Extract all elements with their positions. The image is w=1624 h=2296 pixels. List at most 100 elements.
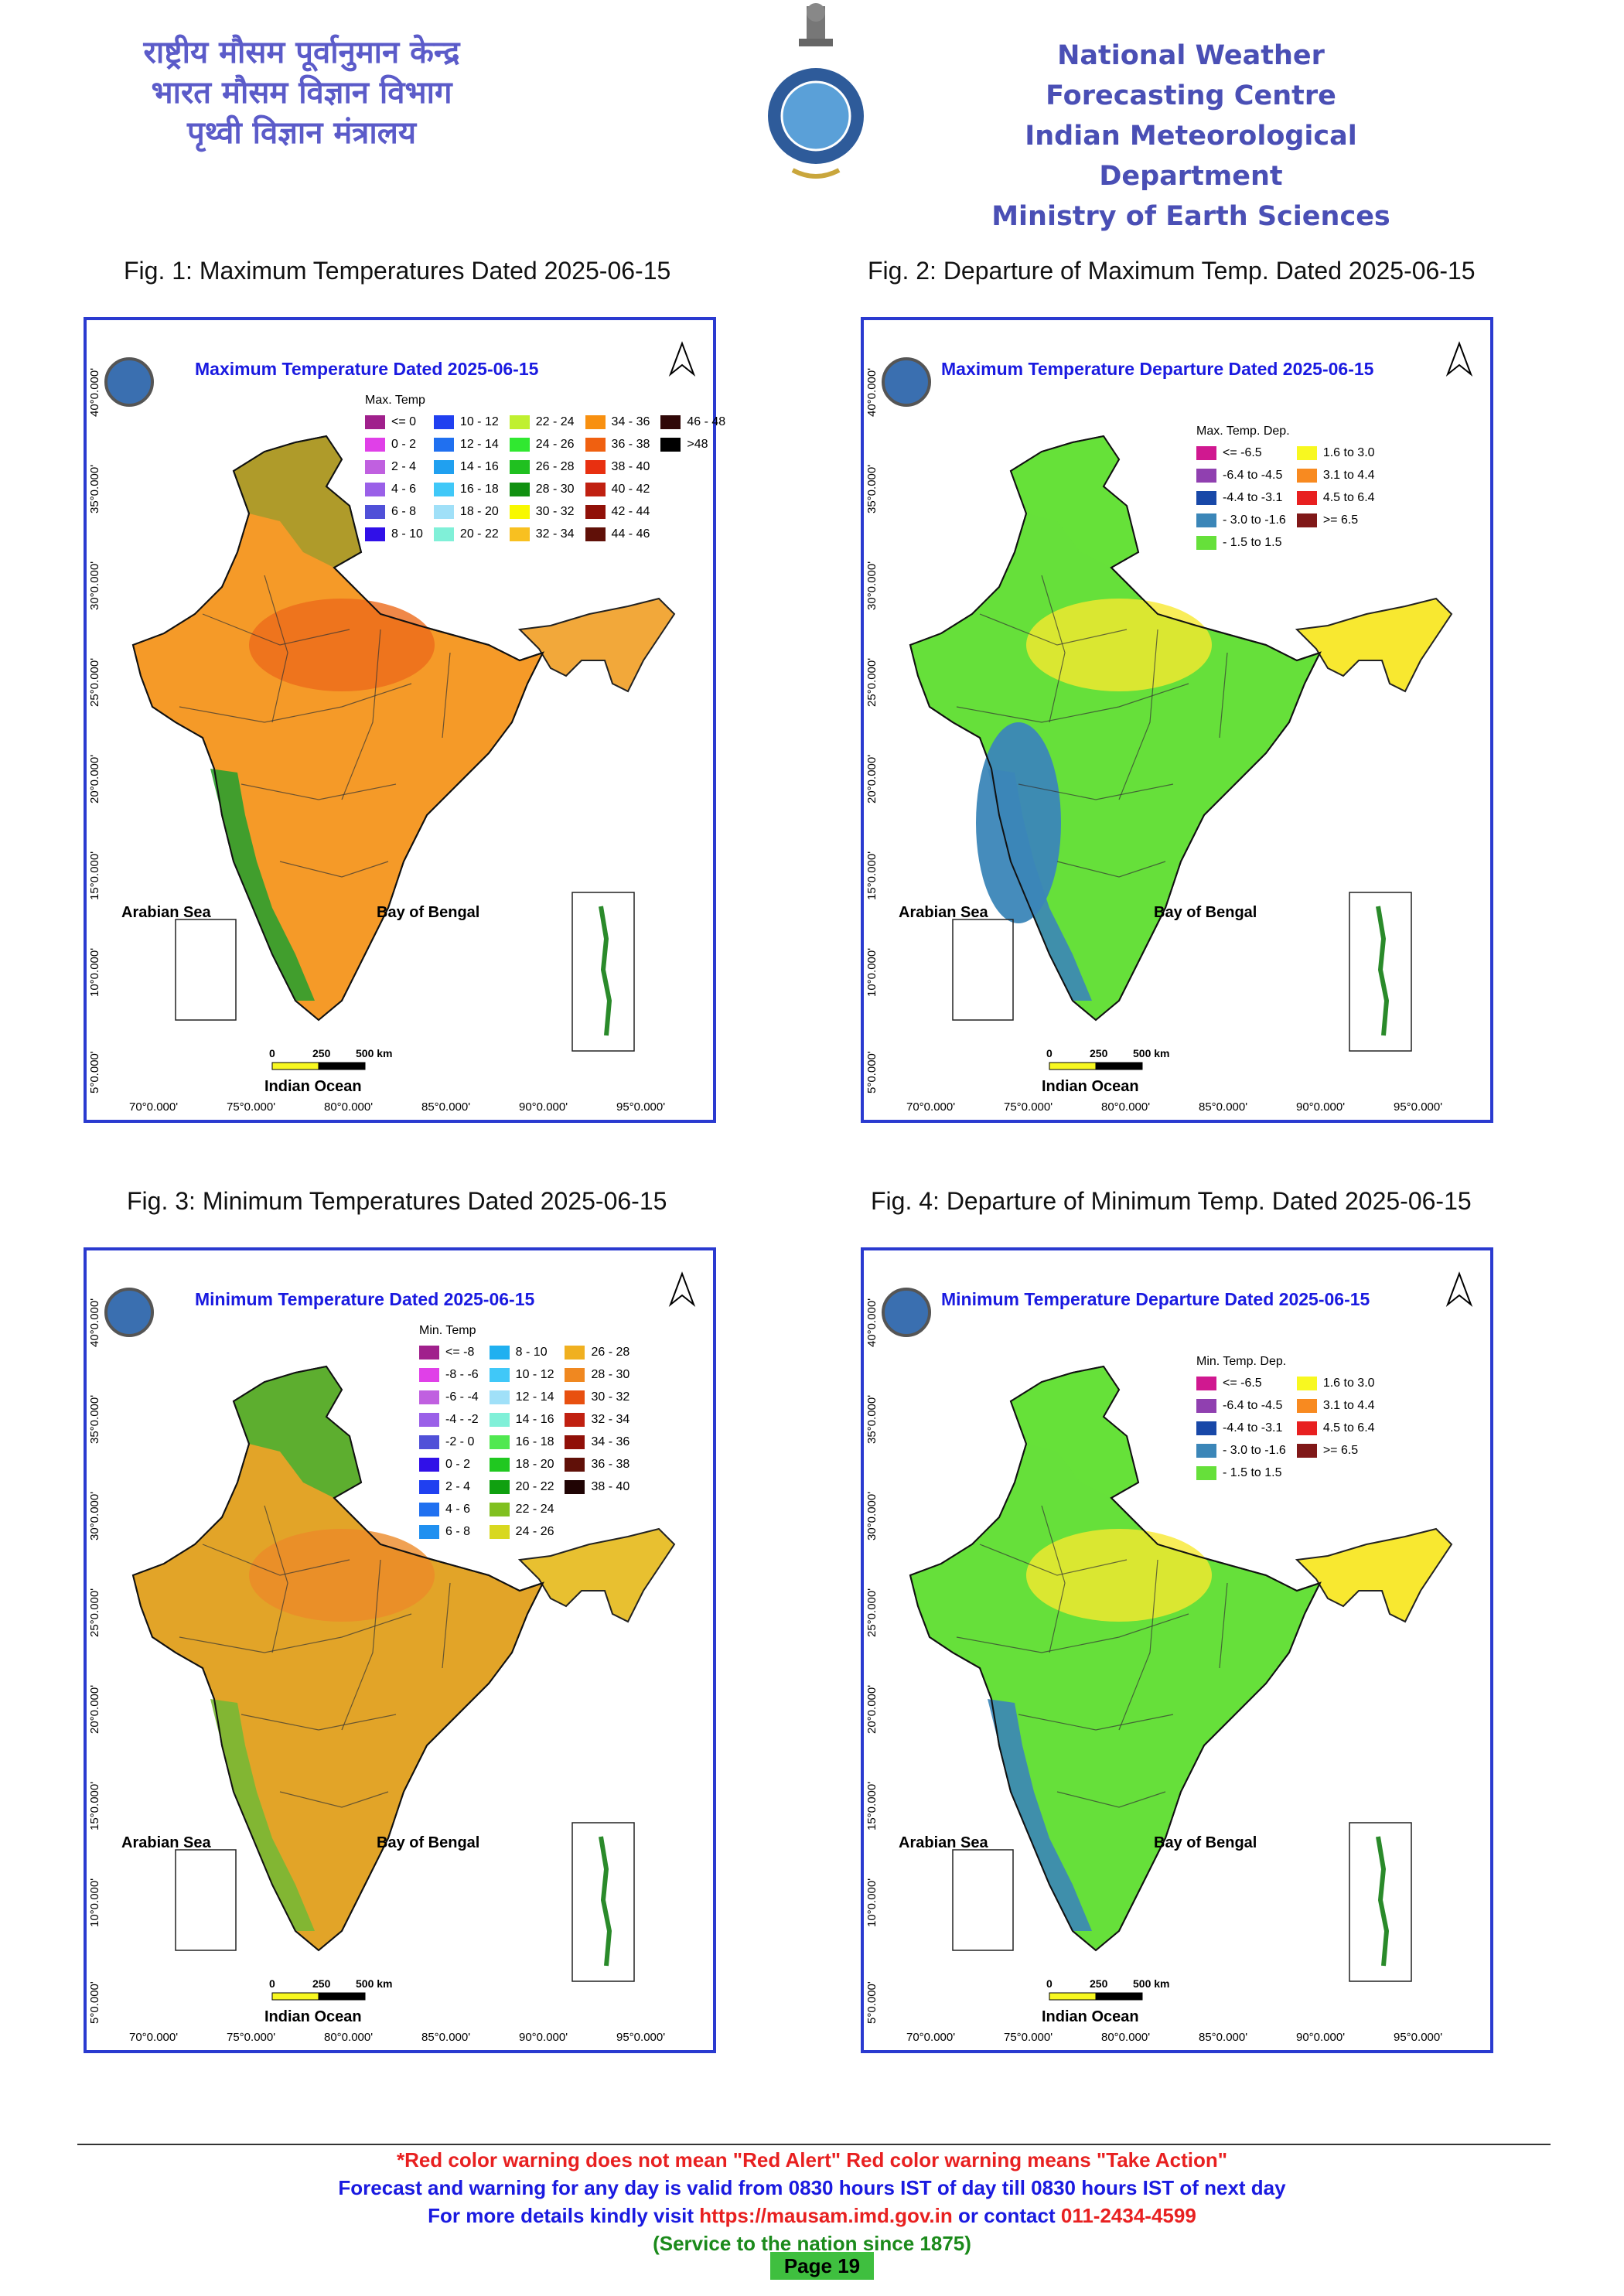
legend-label: >= 6.5 <box>1322 513 1359 527</box>
legend-entry: 18 - 20 <box>433 500 499 523</box>
legend-swatch <box>1196 468 1216 483</box>
latitude-label: 25°0.000' <box>865 657 879 707</box>
legend-swatch <box>419 1435 439 1449</box>
legend-label: -2 - 0 <box>445 1435 475 1448</box>
legend-entry: <= -6.5 <box>1196 1372 1286 1394</box>
scale-label: 500 km <box>356 1977 393 1990</box>
legend-column: <= 0 0 - 2 2 - 4 4 - 6 6 - 8 8 - 10 <box>365 411 423 545</box>
longitude-label: 80°0.000' <box>1101 2031 1151 2044</box>
legend-entry: 34 - 36 <box>585 411 650 433</box>
legend-swatch <box>365 504 385 519</box>
legend-swatch <box>419 1367 439 1382</box>
legend-entry: 16 - 18 <box>433 478 499 500</box>
legend-label: 24 - 26 <box>535 437 575 451</box>
legend-entry: 4.5 to 6.4 <box>1296 486 1375 509</box>
legend-label: 18 - 20 <box>459 504 499 518</box>
legend-label: -6 - -4 <box>445 1390 479 1404</box>
legend-entry: 22 - 24 <box>489 1498 554 1520</box>
legend-column: 26 - 28 28 - 30 30 - 32 32 - 34 34 - 36 36 - … <box>565 1341 629 1543</box>
latitude-label: 25°0.000' <box>88 1588 101 1637</box>
legend-entry: 8 - 10 <box>489 1341 554 1363</box>
state-boundary <box>241 1714 397 1731</box>
legend-column: 1.6 to 3.0 3.1 to 4.4 4.5 to 6.4 >= 6.5 <box>1296 1372 1375 1484</box>
fig-1-caption: Fig. 1: Maximum Temperatures Dated 2025-… <box>124 257 671 285</box>
legend-swatch <box>1196 1421 1216 1435</box>
scale-bar-segment <box>1049 1992 1097 2001</box>
legend-entry: 3.1 to 4.4 <box>1296 1394 1375 1417</box>
legend-label: 8 - 10 <box>391 527 423 541</box>
map-emblem-icon <box>104 357 154 407</box>
legend-entry: - 1.5 to 1.5 <box>1196 1462 1286 1484</box>
cool-zone-south <box>976 722 1061 923</box>
legend-swatch <box>509 459 530 474</box>
legend-label: 22 - 24 <box>535 415 575 428</box>
legend-entry: 14 - 16 <box>433 455 499 478</box>
lakshadweep-inset <box>175 1849 237 1951</box>
longitude-label: 95°0.000' <box>1394 2031 1443 2044</box>
legend-label: 4 - 6 <box>445 1502 471 1516</box>
latitude-label: 10°0.000' <box>88 947 101 997</box>
imd-emblem-icon <box>768 3 864 179</box>
legend-swatch <box>1296 445 1317 460</box>
scale-bar-segment <box>1095 1992 1143 2001</box>
longitude-label: 80°0.000' <box>1101 1100 1151 1114</box>
legend-swatch <box>1196 535 1216 550</box>
scale-bar-segment <box>1095 1062 1143 1070</box>
scale-label: 0 <box>269 1977 275 1990</box>
legend-entry: 0 - 2 <box>419 1453 479 1476</box>
latitude-label: 30°0.000' <box>865 561 879 610</box>
footer-contact-line: For more details kindly visit https://ma… <box>0 2204 1624 2228</box>
legend-column: <= -6.5 -6.4 to -4.5 -4.4 to -3.1 - 3.0 to … <box>1196 1372 1286 1484</box>
legend-label: 8 - 10 <box>515 1345 548 1359</box>
longitude-label: 80°0.000' <box>324 1100 374 1114</box>
legend-entry: 1.6 to 3.0 <box>1296 1372 1375 1394</box>
legend-label: 22 - 24 <box>515 1502 554 1516</box>
longitude-label: 95°0.000' <box>616 2031 666 2044</box>
legend-swatch <box>365 437 385 452</box>
legend-swatch <box>489 1524 510 1539</box>
legend-swatch <box>1196 490 1216 505</box>
legend-entry: >= 6.5 <box>1296 509 1375 531</box>
footer-website-link[interactable]: https://mausam.imd.gov.in <box>699 2204 953 2227</box>
latitude-label: 15°0.000' <box>865 1781 879 1830</box>
longitude-label: 85°0.000' <box>421 2031 471 2044</box>
map-panel-max-temp-departure: Maximum Temperature Departure Dated 2025… <box>861 317 1493 1123</box>
latitude-label: 40°0.000' <box>88 1298 101 1347</box>
state-boundary <box>442 652 451 739</box>
legend-swatch <box>585 459 606 474</box>
legend-label: <= -8 <box>445 1345 475 1359</box>
longitude-label: 70°0.000' <box>906 2031 956 2044</box>
legend: Min. Temp <= -8 -8 - -6 -6 - -4 -4 - -2 -2 - … <box>419 1324 629 1543</box>
legend-title: Min. Temp. Dep. <box>1196 1355 1287 1368</box>
legend-swatch <box>1196 513 1216 527</box>
legend-swatch <box>433 437 454 452</box>
legend-swatch <box>585 437 606 452</box>
latitude-label: 15°0.000' <box>865 851 879 900</box>
legend-swatch <box>433 459 454 474</box>
footer-divider <box>77 2144 1551 2145</box>
legend-swatch <box>509 527 530 541</box>
scale-bar-segment <box>318 1992 366 2001</box>
longitude-label: 75°0.000' <box>227 2031 276 2044</box>
legend-swatch <box>585 504 606 519</box>
latitude-label: 35°0.000' <box>865 464 879 513</box>
hindi-line-2: भारत मौसम विज्ञान विभाग <box>151 75 452 111</box>
legend-swatch <box>565 1345 585 1360</box>
legend-entry: -4.4 to -3.1 <box>1196 486 1286 509</box>
legend-swatch <box>433 504 454 519</box>
legend-label: 44 - 46 <box>611 527 650 541</box>
legend-label: 14 - 16 <box>459 459 499 473</box>
legend-label: 40 - 42 <box>611 482 650 496</box>
latitude-label: 20°0.000' <box>88 754 101 803</box>
latitude-label: 30°0.000' <box>88 561 101 610</box>
legend-swatch <box>433 482 454 496</box>
legend-label: - 3.0 to -1.6 <box>1223 513 1286 527</box>
legend-entry: 6 - 8 <box>419 1520 479 1543</box>
latitude-label: 10°0.000' <box>88 1878 101 1927</box>
scale-bar-segment <box>318 1062 366 1070</box>
legend-entry: <= -6.5 <box>1196 442 1286 464</box>
legend-swatch <box>489 1502 510 1516</box>
legend-swatch <box>365 527 385 541</box>
legend-label: >48 <box>687 437 708 451</box>
map-emblem-icon <box>882 357 931 407</box>
